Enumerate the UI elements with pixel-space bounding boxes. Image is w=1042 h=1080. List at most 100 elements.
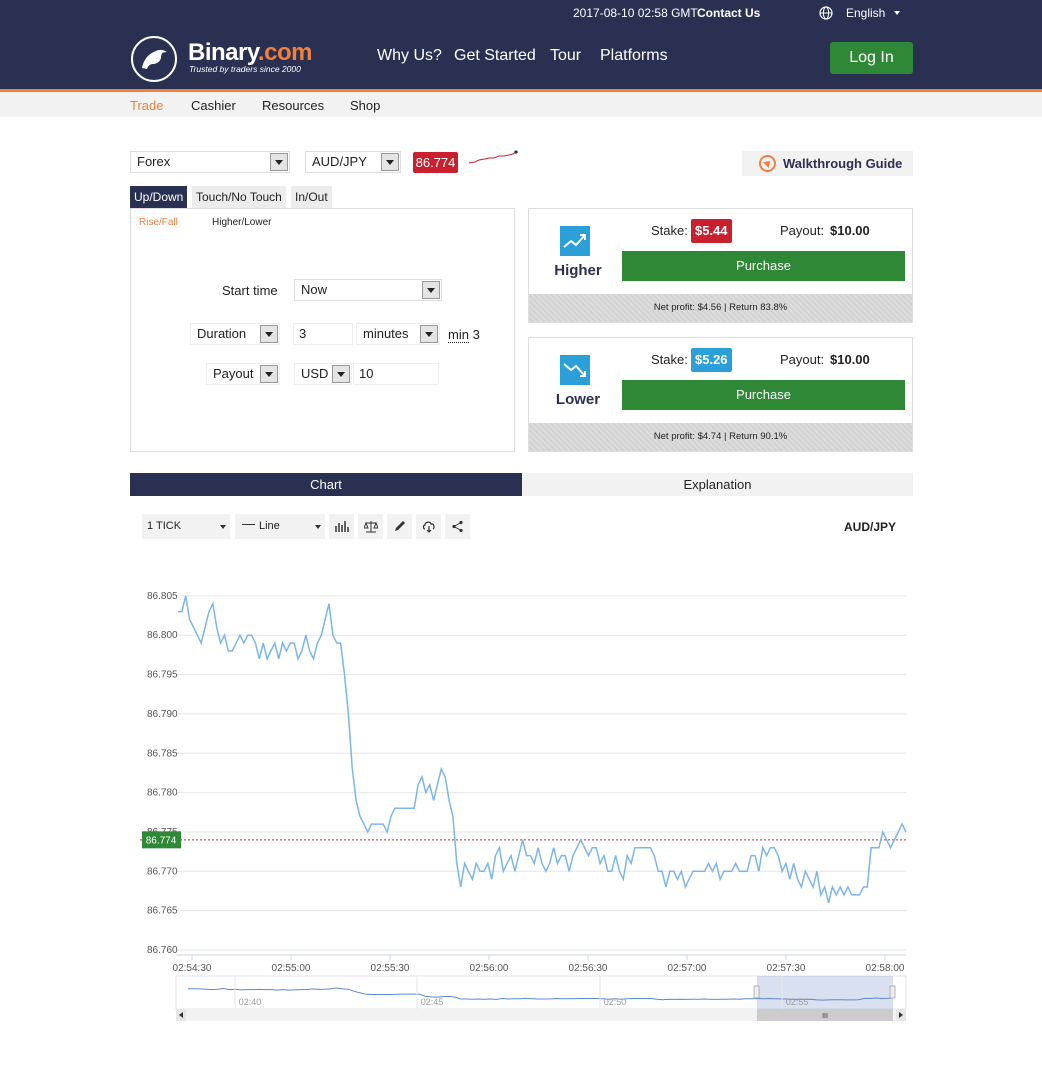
submenu-cashier[interactable]: Cashier [191,98,236,113]
dropdown-arrow-icon[interactable] [332,365,350,383]
chevron-down-icon [315,525,321,529]
payout-value-higher: $10.00 [830,223,870,238]
x-axis-tick-label: 02:58:00 [866,963,905,974]
y-axis-tick-label: 86.795 [147,670,178,681]
scrollbar-grip-icon: III [822,1013,828,1020]
payout-type-select[interactable]: Payout [206,363,280,385]
brand-suffix: .com [257,39,313,66]
chart-scrollbar[interactable] [176,1009,906,1021]
duration-unit-select[interactable]: minutes [356,323,440,345]
download-button[interactable] [416,514,441,539]
chart-symbol: AUD/JPY [844,520,897,534]
nav-tour[interactable]: Tour [550,47,582,64]
stake-label: Stake: [651,223,688,238]
chart-navigator[interactable]: 02:40 02:45 02:50 02:55 III [175,975,907,1021]
payout-label: Payout: [780,223,825,238]
indicators-icon [335,521,349,532]
symbol-select[interactable]: AUD/JPY [305,151,401,173]
brand-name-text: Binary [188,39,258,66]
start-time-select[interactable]: Now [294,279,442,301]
nav-platforms[interactable]: Platforms [600,47,668,64]
dropdown-arrow-icon[interactable] [260,325,278,343]
nav-get-started[interactable]: Get Started [454,47,536,64]
subtab-rise-fall[interactable]: Rise/Fall [139,217,178,228]
duration-type-value: Duration [197,326,247,341]
purchase-box-higher: Higher Stake: $5.44 Payout: $10.00 Purch… [528,208,913,323]
market-select-value: Forex [137,154,171,169]
brand-name[interactable]: Binary.com [188,39,312,67]
chart-type-value: Line [259,520,280,532]
x-axis-tick-label: 02:57:30 [767,963,806,974]
tab-explanation[interactable]: Explanation [522,473,913,496]
net-profit-higher: Net profit: $4.56 | Return 83.8% [529,294,912,322]
tab-up-down[interactable]: Up/Down [130,186,188,208]
sub-menu: Trade Cashier Resources Shop [0,92,1042,117]
nav-why-us[interactable]: Why Us? [377,47,442,64]
interval-dropdown[interactable]: 1 TICK [142,514,230,539]
x-axis-tick-label: 02:57:00 [668,963,707,974]
share-button[interactable] [445,514,470,539]
payout-label: Payout: [780,352,825,367]
tab-in-out[interactable]: In/Out [291,186,332,208]
purchase-lower-button[interactable]: Purchase [622,380,905,410]
indicators-button[interactable] [329,514,354,539]
chevron-down-icon[interactable] [894,11,900,15]
navigator-left-handle[interactable] [753,985,760,999]
dropdown-arrow-icon[interactable] [422,281,440,299]
contract-title-lower: Lower [555,391,601,408]
y-axis-tick-label: 86.785 [147,748,178,759]
x-axis-tick-label: 02:56:00 [470,963,509,974]
submenu-resources[interactable]: Resources [262,98,325,113]
chart-type-dropdown[interactable]: Line [235,514,325,539]
walkthrough-guide-label: Walkthrough Guide [783,156,903,171]
y-axis-tick-label: 86.805 [147,591,178,602]
scrollbar-thumb[interactable] [757,1009,893,1021]
login-button[interactable]: Log In [830,42,913,74]
submenu-trade[interactable]: Trade [130,98,164,113]
brand-tagline: Trusted by traders since 2000 [189,64,301,74]
y-axis-tick-label: 86.770 [147,866,178,877]
price-series-line [178,595,907,903]
payout-type-value: Payout [213,366,254,381]
price-chart[interactable]: 86.805 86.800 86.795 86.790 86.785 86.780 86.7… [140,550,912,1028]
currency-select[interactable]: USD [294,363,352,385]
purchase-higher-button[interactable]: Purchase [622,251,905,281]
stake-badge-lower: $5.26 [691,348,732,372]
walkthrough-guide-button[interactable]: Walkthrough Guide [742,151,913,176]
subtab-higher-lower[interactable]: Higher/Lower [212,217,272,228]
navigator-right-handle[interactable] [889,985,896,999]
navigator-selection[interactable] [757,976,893,1009]
contract-title-higher: Higher [554,262,602,279]
tab-chart[interactable]: Chart [130,473,522,496]
pencil-icon [395,521,405,531]
contact-us-link[interactable]: Contact Us [697,6,761,20]
dropdown-arrow-icon[interactable] [381,153,399,171]
binary-logo-icon[interactable] [131,36,177,82]
navigator-tick-label: 02:40 [239,997,262,1007]
net-profit-lower: Net profit: $4.74 | Return 90.1% [529,423,912,451]
compass-icon [759,155,776,172]
trend-up-icon [560,226,590,256]
compare-button[interactable] [358,514,383,539]
draw-button[interactable] [387,514,412,539]
min-duration-hint: min 3 [448,327,480,343]
dropdown-arrow-icon[interactable] [260,365,278,383]
start-time-label: Start time [222,283,278,298]
x-axis-tick-label: 02:55:00 [272,963,311,974]
market-select[interactable]: Forex [130,151,290,173]
globe-icon[interactable] [819,6,833,20]
svg-text:86.774: 86.774 [146,835,177,846]
navigator-tick-label: 02:55 [786,997,809,1007]
y-axis-tick-label: 86.800 [147,630,178,641]
payout-amount-input[interactable]: 10 [353,363,439,385]
y-axis-tick-label: 86.790 [147,709,178,720]
language-selector[interactable]: English [846,6,886,20]
duration-input[interactable]: 3 [293,323,353,345]
submenu-shop[interactable]: Shop [350,98,381,113]
tab-touch-no-touch[interactable]: Touch/No Touch [192,186,286,208]
dropdown-arrow-icon[interactable] [270,153,288,171]
x-axis-tick-label: 02:55:30 [371,963,410,974]
current-price-label: 86.774 [142,831,181,849]
dropdown-arrow-icon[interactable] [420,325,438,343]
duration-type-select[interactable]: Duration [190,323,280,345]
